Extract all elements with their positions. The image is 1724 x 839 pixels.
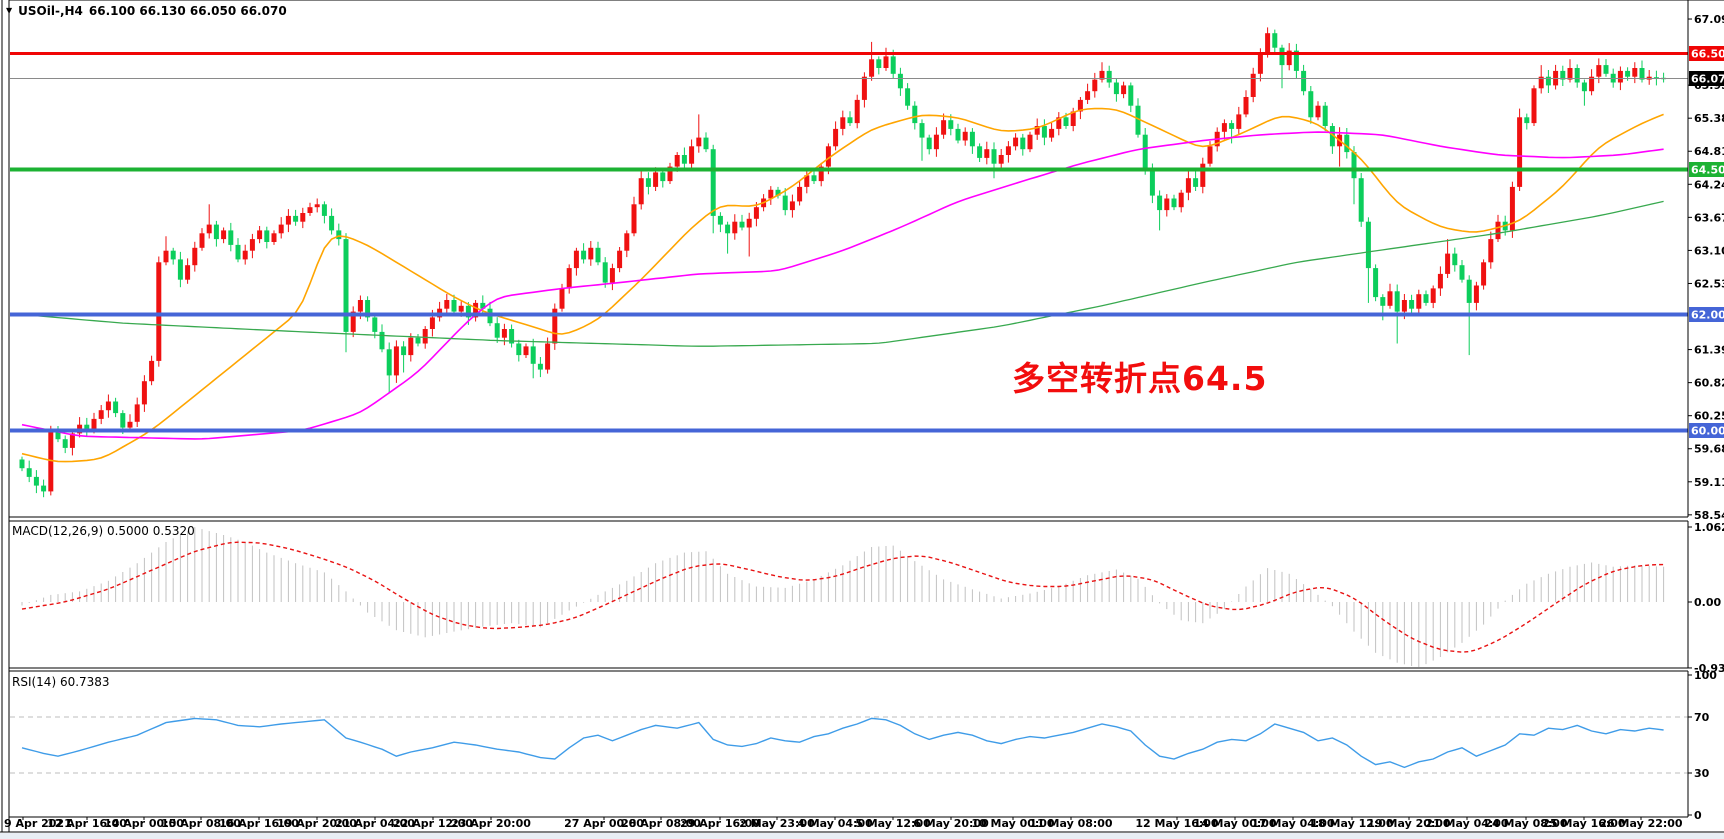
svg-text:9 Apr 2021: 9 Apr 2021 (4, 817, 72, 830)
svg-text:59.685: 59.685 (1694, 443, 1724, 456)
window-footer (0, 833, 1724, 839)
svg-text:60.825: 60.825 (1694, 377, 1724, 390)
svg-text:6 May 20:00: 6 May 20:00 (913, 817, 989, 830)
price-badge-66.500 (1689, 46, 1724, 61)
svg-text:11 May 08:00: 11 May 08:00 (1029, 817, 1113, 830)
ma-fast-orange (21, 107, 1664, 463)
price-badge-66.070 (1689, 71, 1724, 86)
svg-text:61.395: 61.395 (1694, 344, 1724, 357)
svg-text:12 May 16:00: 12 May 16:00 (1135, 817, 1219, 830)
svg-text:22 Apr 12:00: 22 Apr 12:00 (393, 817, 473, 830)
svg-text:60.000: 60.000 (1691, 425, 1724, 438)
svg-text:66.500: 66.500 (1691, 48, 1724, 61)
svg-text:16 Apr 16:00: 16 Apr 16:00 (219, 817, 299, 830)
svg-text:17 May 04:00: 17 May 04:00 (1251, 817, 1335, 830)
svg-text:27 Apr 00:00: 27 Apr 00:00 (564, 817, 644, 830)
main-price-panel[interactable] (10, 27, 1688, 498)
macd-panel[interactable] (21, 527, 1665, 667)
svg-text:-0.9347: -0.9347 (1694, 662, 1724, 675)
svg-text:0.00: 0.00 (1694, 596, 1721, 609)
macd-indicator-label: MACD(12,26,9) 0.5000 0.5320 (12, 524, 195, 538)
svg-text:23 Apr 20:00: 23 Apr 20:00 (451, 817, 531, 830)
svg-text:63.675: 63.675 (1694, 211, 1724, 224)
svg-text:19 Apr 20:00: 19 Apr 20:00 (277, 817, 357, 830)
svg-text:65.385: 65.385 (1694, 112, 1724, 125)
rsi-panel[interactable] (10, 716, 1688, 774)
svg-text:19 May 20:00: 19 May 20:00 (1367, 817, 1451, 830)
svg-text:100: 100 (1694, 669, 1717, 682)
svg-text:60.255: 60.255 (1694, 410, 1724, 423)
svg-text:14 May 00:00: 14 May 00:00 (1193, 817, 1277, 830)
price-badge-60.000 (1689, 423, 1724, 438)
rsi-line (21, 717, 1664, 769)
ma-slow-green (21, 200, 1664, 347)
svg-text:28 Apr 08:00: 28 Apr 08:00 (621, 817, 701, 830)
svg-text:15 Apr 08:00: 15 Apr 08:00 (161, 817, 241, 830)
svg-text:1.0629: 1.0629 (1694, 521, 1724, 534)
svg-text:64.245: 64.245 (1694, 178, 1724, 191)
svg-text:21 May 04:00: 21 May 04:00 (1425, 817, 1509, 830)
svg-text:64.500: 64.500 (1691, 164, 1724, 177)
svg-text:66.070: 66.070 (1691, 73, 1724, 86)
macd-signal-line (21, 541, 1664, 653)
svg-text:18 May 12:00: 18 May 12:00 (1310, 817, 1394, 830)
svg-text:14 Apr 00:00: 14 Apr 00:00 (104, 817, 184, 830)
symbol-ohlc-values: 66.100 66.130 66.050 66.070 (88, 4, 287, 18)
svg-text:5 May 12:00: 5 May 12:00 (855, 817, 931, 830)
svg-text:26 May 22:00: 26 May 22:00 (1599, 817, 1683, 830)
svg-text:24 May 08:00: 24 May 08:00 (1484, 817, 1568, 830)
svg-text:64.815: 64.815 (1694, 145, 1724, 158)
svg-text:29 Apr 16:00: 29 Apr 16:00 (680, 817, 760, 830)
svg-text:63.105: 63.105 (1694, 244, 1724, 257)
price-badge-64.500 (1689, 162, 1724, 177)
svg-text:4 May 04:00: 4 May 04:00 (797, 817, 873, 830)
svg-text:30: 30 (1694, 767, 1710, 780)
svg-text:58.545: 58.545 (1694, 509, 1724, 522)
svg-text:12 Apr 16:00: 12 Apr 16:00 (47, 817, 127, 830)
svg-text:67.095: 67.095 (1694, 13, 1724, 26)
svg-text:62.535: 62.535 (1694, 278, 1724, 291)
svg-text:59.115: 59.115 (1694, 476, 1724, 489)
collapse-triangle-icon[interactable]: ▼ (6, 6, 13, 15)
ma-mid-magenta (21, 131, 1664, 440)
svg-text:25 May 16:00: 25 May 16:00 (1542, 817, 1626, 830)
svg-text:70: 70 (1694, 711, 1710, 724)
svg-text:0: 0 (1694, 809, 1702, 822)
svg-text:62.000: 62.000 (1691, 309, 1724, 322)
price-axis[interactable]: 67.09565.95565.38564.81564.24563.67563.1… (1688, 13, 1724, 822)
annotation-text: 多空转折点64.5 (1012, 359, 1268, 398)
svg-text:10 May 00:00: 10 May 00:00 (971, 817, 1055, 830)
svg-text:2 May 23:00: 2 May 23:00 (739, 817, 815, 830)
symbol-name: USOil-,H4 (18, 4, 83, 18)
rsi-indicator-label: RSI(14) 60.7383 (12, 675, 110, 689)
symbol-title: ▼ USOil-,H4 66.100 66.130 66.050 66.070 (6, 4, 287, 18)
svg-text:21 Apr 04:00: 21 Apr 04:00 (335, 817, 415, 830)
price-badge-62.000 (1689, 307, 1724, 322)
